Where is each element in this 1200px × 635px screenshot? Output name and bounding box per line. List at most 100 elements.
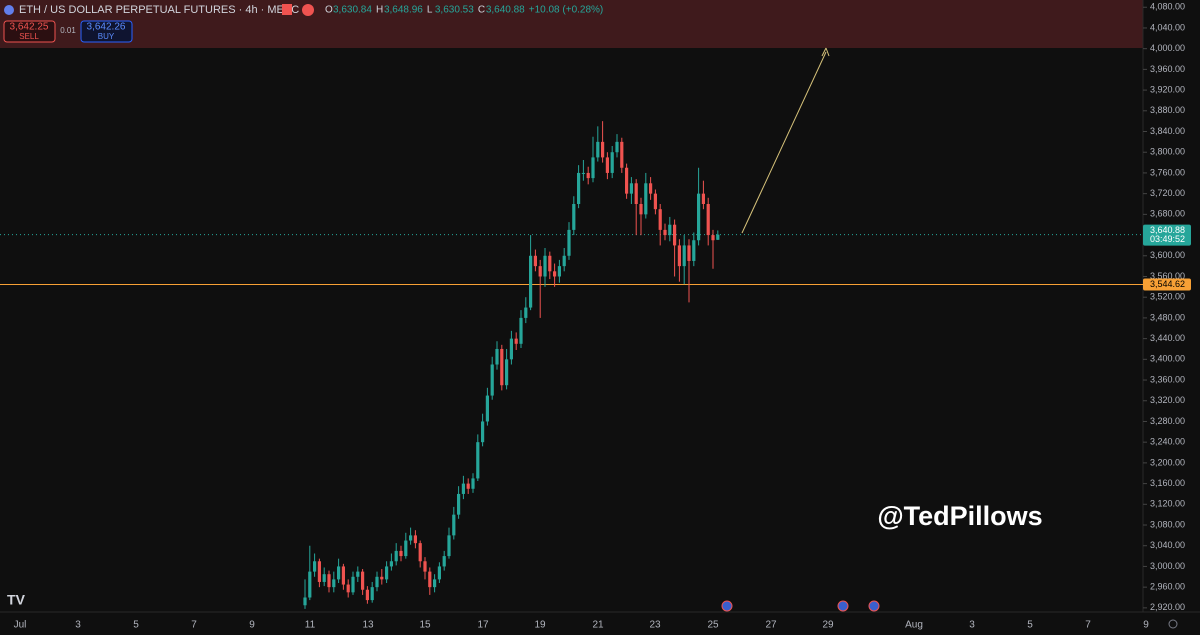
- candle-body: [404, 540, 408, 557]
- plot: [0, 6, 1147, 609]
- logo: TV: [7, 592, 26, 608]
- candle-body: [313, 561, 317, 572]
- candle-body: [481, 421, 485, 443]
- event-icon[interactable]: [837, 600, 849, 612]
- ohlc-value: 3,640.88: [486, 5, 525, 16]
- candle-body: [687, 245, 691, 261]
- settings-icon[interactable]: [1168, 619, 1178, 629]
- y-tick-label: 3,200.00: [1150, 457, 1185, 467]
- x-tick-label: 3: [969, 620, 975, 631]
- last-price-tag: [1143, 224, 1191, 246]
- sell-price: 3,642.25: [10, 22, 49, 33]
- ohlc-value: 3,648.96: [384, 5, 423, 16]
- last-price-label: 3,640.88: [1150, 225, 1185, 235]
- candle-body: [399, 550, 403, 557]
- candle-body: [409, 535, 413, 541]
- candle-body: [337, 566, 341, 580]
- candle-body: [505, 359, 509, 386]
- ohlc-key: L: [427, 5, 433, 16]
- candle-body: [716, 234, 720, 240]
- event-icons: [721, 600, 880, 612]
- y-tick-label: 2,920.00: [1150, 602, 1185, 612]
- candle-body: [692, 240, 696, 261]
- candle-body: [658, 209, 662, 230]
- event-icon[interactable]: [868, 600, 880, 612]
- candle-body: [653, 193, 657, 210]
- buy-button[interactable]: [80, 20, 133, 43]
- arrow-line: [741, 51, 827, 234]
- arrow-head: [821, 47, 830, 57]
- candle-body: [596, 141, 600, 158]
- candle-body: [663, 229, 667, 236]
- candle-body: [557, 266, 561, 277]
- candle-body: [629, 183, 633, 194]
- candle-body: [437, 566, 441, 580]
- x-tick-label: 5: [1027, 620, 1033, 631]
- y-tick-label: 3,000.00: [1150, 561, 1185, 571]
- candle-body: [457, 493, 461, 515]
- candle-body: [567, 229, 571, 256]
- candle-body: [591, 157, 595, 179]
- candle-body: [447, 535, 451, 557]
- candle-body: [500, 348, 504, 386]
- y-tick-label: 2,960.00: [1150, 582, 1185, 592]
- candle-body: [533, 255, 537, 267]
- candle-body: [514, 338, 518, 344]
- candle-body: [365, 589, 369, 601]
- y-tick-label: 3,480.00: [1150, 312, 1185, 322]
- candle-body: [634, 183, 638, 204]
- event-icon[interactable]: [721, 600, 733, 612]
- candle-body: [418, 543, 422, 562]
- candle-body: [519, 317, 523, 344]
- ohlc-value: 3,630.53: [435, 5, 474, 16]
- candle-body: [428, 571, 432, 588]
- symbol-icon: [4, 5, 14, 15]
- candle-body: [471, 478, 475, 489]
- candle-body: [543, 255, 547, 277]
- alert-icon: [302, 4, 314, 16]
- sell-button[interactable]: [3, 20, 56, 43]
- x-tick-label: 9: [1143, 620, 1149, 631]
- candle-body: [577, 172, 581, 204]
- candle-body: [673, 224, 677, 246]
- candle-body: [303, 597, 307, 606]
- candle-body: [601, 141, 605, 158]
- y-tick-label: 4,040.00: [1150, 22, 1185, 32]
- candle-body: [322, 574, 326, 582]
- candle-body: [697, 193, 701, 241]
- candle-body: [677, 245, 681, 267]
- y-tick-label: 3,680.00: [1150, 209, 1185, 219]
- y-tick-label: 3,800.00: [1150, 147, 1185, 157]
- candle-body: [341, 566, 345, 585]
- candle-body: [562, 255, 566, 267]
- candle-body: [332, 579, 336, 588]
- candle-body: [509, 338, 513, 360]
- x-tick-label: Aug: [905, 620, 923, 631]
- x-tick-label: 13: [362, 620, 374, 631]
- candle-body: [433, 579, 437, 588]
- candle-body: [668, 224, 672, 236]
- y-tick-label: 3,600.00: [1150, 250, 1185, 260]
- candle-body: [620, 141, 624, 168]
- y-tick-label: 3,880.00: [1150, 105, 1185, 115]
- x-tick-label: Jul: [14, 620, 27, 631]
- y-tick-label: 3,440.00: [1150, 333, 1185, 343]
- candle-body: [452, 514, 456, 536]
- candle-body: [375, 576, 379, 588]
- candle-body: [538, 266, 542, 277]
- countdown: 03:49:52: [1150, 234, 1185, 244]
- buy-label: BUY: [98, 32, 115, 41]
- candle-body: [605, 157, 609, 173]
- candle-body: [495, 348, 499, 365]
- y-tick-label: 3,040.00: [1150, 540, 1185, 550]
- x-tick-label: 21: [592, 620, 604, 631]
- x-tick-label: 3: [75, 620, 81, 631]
- y-tick-label: 4,080.00: [1150, 2, 1185, 12]
- candle-body: [476, 442, 480, 479]
- candle-body: [572, 204, 576, 230]
- x-tick-label: 25: [707, 620, 719, 631]
- title: ETH / US DOLLAR PERPETUAL FUTURES · 4h ·…: [19, 4, 299, 16]
- x-tick-label: 7: [191, 620, 197, 631]
